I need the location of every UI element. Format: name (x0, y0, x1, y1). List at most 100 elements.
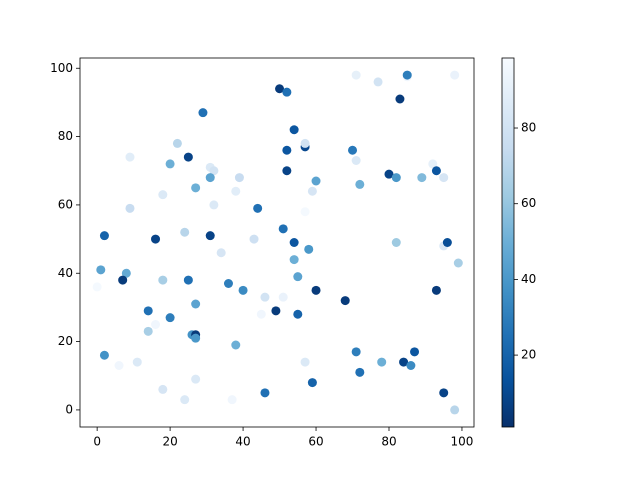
point (249, 234, 259, 244)
point (431, 285, 441, 295)
point (118, 275, 128, 285)
point (96, 265, 106, 275)
point (99, 350, 109, 360)
y-tick-label: 80 (58, 129, 73, 143)
point (289, 125, 299, 135)
point (355, 179, 365, 189)
point (351, 347, 361, 357)
point (205, 231, 215, 241)
point (410, 347, 420, 357)
y-tick-label: 100 (50, 61, 73, 75)
point (231, 186, 241, 196)
point (205, 173, 215, 183)
point (417, 173, 427, 183)
colorbar-tick-label: 60 (521, 196, 536, 210)
point (209, 200, 219, 210)
point (304, 244, 314, 254)
point (293, 272, 303, 282)
point (340, 296, 350, 306)
point (180, 395, 190, 405)
x-tick-label: 20 (162, 435, 177, 449)
point (125, 203, 135, 213)
point (271, 306, 281, 316)
point (373, 77, 383, 87)
point (293, 309, 303, 319)
point (158, 384, 168, 394)
point (428, 159, 438, 169)
point (431, 166, 441, 176)
point (132, 357, 142, 367)
point (256, 309, 266, 319)
point (172, 138, 182, 148)
point (439, 173, 449, 183)
point (289, 255, 299, 265)
point (183, 275, 193, 285)
axes-frame (79, 57, 475, 428)
point (300, 357, 310, 367)
x-tick-label: 0 (93, 435, 101, 449)
point (143, 306, 153, 316)
y-tick-label: 60 (58, 197, 73, 211)
point (450, 405, 460, 415)
point (223, 279, 233, 288)
point (191, 183, 201, 193)
point (260, 292, 270, 302)
point (282, 166, 292, 176)
point (99, 231, 109, 241)
point (391, 238, 401, 247)
point (311, 285, 321, 295)
point (351, 70, 361, 80)
point (253, 203, 263, 213)
point (234, 173, 244, 183)
point (183, 152, 193, 162)
point (92, 282, 102, 292)
point (300, 138, 310, 148)
point (275, 84, 285, 94)
point (377, 357, 387, 367)
point (439, 388, 449, 398)
point (355, 367, 365, 377)
point (198, 108, 208, 118)
point (238, 285, 248, 295)
point (282, 145, 292, 155)
point (453, 258, 463, 268)
point (289, 238, 299, 247)
point (231, 340, 241, 350)
point (391, 173, 401, 183)
point (158, 190, 168, 200)
point (311, 176, 321, 186)
point (180, 227, 190, 237)
point (348, 145, 358, 155)
point (395, 94, 405, 104)
point (307, 378, 317, 388)
point (300, 207, 310, 217)
point (351, 156, 361, 165)
point (125, 152, 135, 162)
x-tick-label: 40 (235, 435, 250, 449)
colorbar-frame (501, 57, 515, 428)
x-tick-label: 60 (308, 435, 323, 449)
point (278, 292, 288, 302)
point (278, 224, 288, 234)
point (406, 361, 416, 370)
point (143, 326, 153, 336)
point (191, 374, 201, 384)
point (158, 275, 168, 285)
point (307, 186, 317, 196)
point (191, 333, 201, 343)
point (442, 238, 452, 247)
point (209, 166, 219, 176)
point (227, 395, 237, 405)
point (216, 248, 226, 258)
point (191, 299, 201, 309)
point (260, 388, 270, 398)
point (151, 320, 161, 329)
point (384, 169, 394, 179)
y-tick-label: 20 (58, 334, 73, 348)
colorbar-tick-label: 80 (521, 121, 536, 135)
x-tick-label: 100 (451, 435, 474, 449)
colorbar-tick-label: 20 (521, 348, 536, 362)
point (402, 70, 412, 80)
colorbar (502, 58, 514, 427)
